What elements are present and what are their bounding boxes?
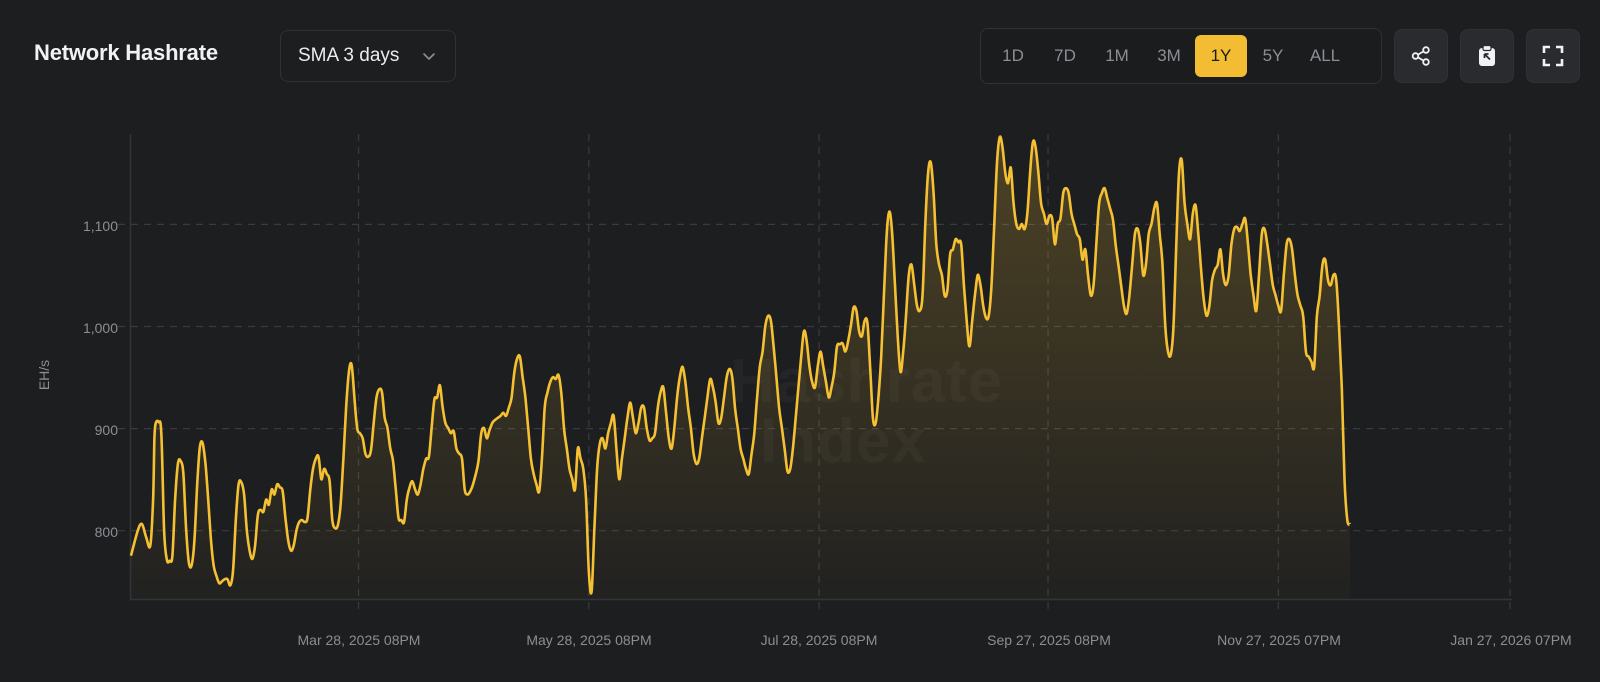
y-tick: 800 bbox=[94, 524, 118, 540]
average-select-value: SMA 3 days bbox=[298, 45, 400, 66]
range-7d-button[interactable]: 7D bbox=[1054, 46, 1076, 65]
share-icon bbox=[1411, 46, 1430, 66]
time-range-selector: 1D 7D 1M 3M 1Y 5Y ALL bbox=[980, 28, 1382, 84]
y-tick: 1,100 bbox=[82, 218, 118, 234]
y-axis-label: EH/s bbox=[36, 359, 52, 391]
hashrate-line bbox=[129, 135, 1352, 595]
chevron-down-icon bbox=[423, 53, 435, 60]
y-tick: 900 bbox=[94, 422, 118, 438]
share-button[interactable] bbox=[1394, 29, 1448, 83]
x-tick: Jul 28, 2025 08PM bbox=[760, 632, 878, 648]
clipboard-icon bbox=[1479, 44, 1495, 66]
x-tick: Nov 27, 2025 07PM bbox=[1217, 632, 1341, 648]
y-tick: 1,000 bbox=[82, 320, 118, 336]
x-tick: May 28, 2025 08PM bbox=[526, 632, 652, 648]
x-tick: Sep 27, 2025 08PM bbox=[987, 632, 1111, 648]
grid-lines bbox=[118, 134, 1511, 612]
fullscreen-button[interactable] bbox=[1526, 29, 1580, 83]
range-all-button[interactable]: ALL bbox=[1309, 46, 1341, 65]
copy-chart-button[interactable] bbox=[1460, 29, 1514, 83]
range-1y-button[interactable]: 1Y bbox=[1195, 35, 1247, 77]
fullscreen-icon bbox=[1542, 45, 1564, 67]
hashrate-area bbox=[131, 136, 1351, 599]
range-1d-button[interactable]: 1D bbox=[1002, 46, 1024, 65]
range-3m-button[interactable]: 3M bbox=[1157, 46, 1181, 65]
range-1m-button[interactable]: 1M bbox=[1105, 46, 1129, 65]
average-select[interactable]: SMA 3 days bbox=[280, 30, 456, 82]
page-title: Network Hashrate bbox=[34, 40, 218, 65]
x-tick: Mar 28, 2025 08PM bbox=[297, 632, 421, 648]
range-5y-button[interactable]: 5Y bbox=[1262, 46, 1284, 65]
watermark: Hashrate Index bbox=[730, 352, 1003, 472]
x-tick: Jan 27, 2026 07PM bbox=[1450, 632, 1572, 648]
